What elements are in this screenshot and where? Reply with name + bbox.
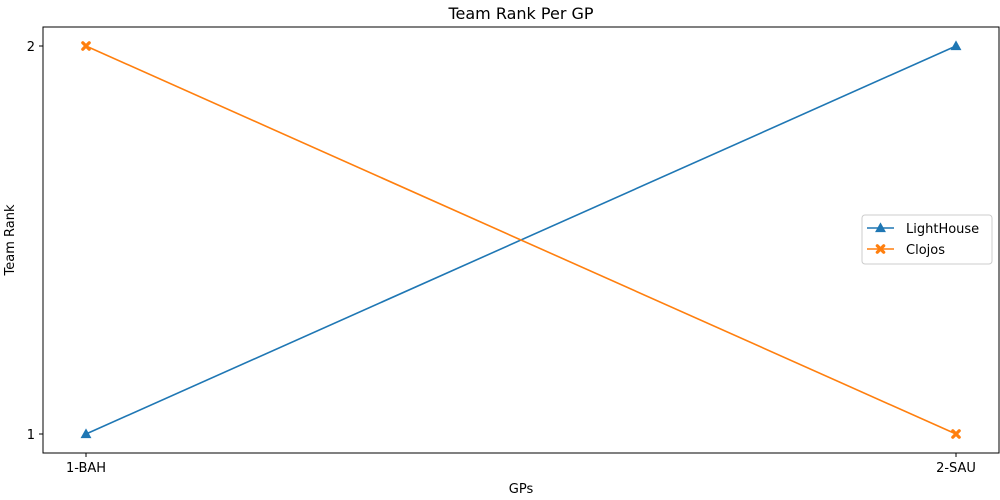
- legend-marker-clojos: [875, 244, 886, 254]
- y-tick-label: 2: [27, 40, 35, 55]
- chart-title: Team Rank Per GP: [447, 4, 593, 23]
- series-layer: [80, 40, 962, 439]
- data-point-clojos: [951, 429, 961, 439]
- data-point-clojos: [81, 41, 91, 51]
- y-tick-label: 1: [27, 428, 35, 443]
- data-point-lighthouse: [80, 428, 92, 439]
- x-axis-label: GPs: [509, 482, 534, 497]
- x-tick-label: 2-SAU: [936, 461, 976, 476]
- legend: LightHouse Clojos: [861, 214, 993, 265]
- data-point-lighthouse: [950, 40, 962, 51]
- series-line-clojos: [85, 45, 957, 435]
- legend-label-clojos: Clojos: [906, 243, 945, 258]
- legend-label-lighthouse: LightHouse: [906, 222, 979, 237]
- x-tick-label: 1-BAH: [66, 461, 106, 476]
- plot-area-frame: [42, 26, 1000, 454]
- legend-marker-lighthouse: [875, 222, 886, 233]
- legend-box: [861, 214, 993, 265]
- y-axis-label: Team Rank: [3, 204, 18, 276]
- y-axis: 12: [27, 40, 43, 443]
- x-axis: 1-BAH 2-SAU: [66, 453, 976, 476]
